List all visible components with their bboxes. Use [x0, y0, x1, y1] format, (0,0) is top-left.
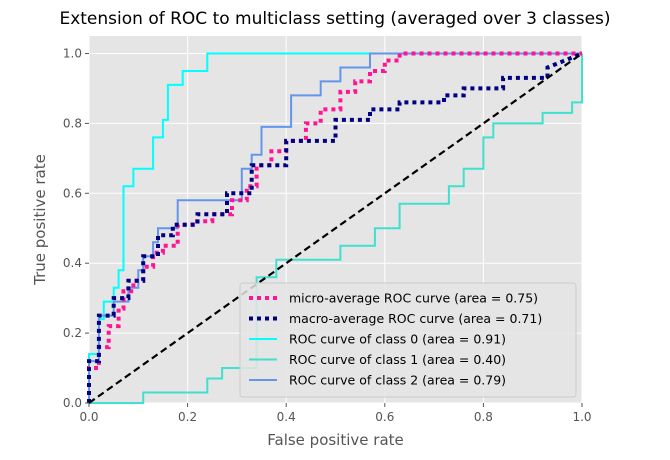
y-tick-label: 0.0	[63, 396, 82, 410]
chart-title: Extension of ROC to multiclass setting (…	[59, 9, 610, 29]
x-axis-label: False positive rate	[267, 431, 404, 449]
y-tick-label: 1.0	[63, 46, 82, 60]
legend: micro-average ROC curve (area = 0.75) mac…	[239, 282, 577, 398]
legend-entry: ROC curve of class 2 (area = 0.79)	[289, 373, 506, 388]
series-layer	[87, 51, 583, 404]
legend-entry: micro-average ROC curve (area = 0.75)	[289, 291, 538, 306]
legend-entry: macro-average ROC curve (area = 0.71)	[289, 311, 542, 326]
series-line-0	[87, 51, 582, 403]
x-tick-label: 0.0	[79, 410, 98, 424]
y-tick-label: 0.8	[63, 116, 82, 130]
x-tick-label: 0.4	[277, 410, 296, 424]
legend-entry: ROC curve of class 1 (area = 0.40)	[289, 352, 506, 367]
x-tick-label: 0.6	[375, 410, 394, 424]
x-tick-label: 0.8	[474, 410, 493, 424]
y-tick-label: 0.2	[63, 326, 82, 340]
x-tick-label: 1.0	[572, 410, 591, 424]
y-tick-label: 0.4	[63, 256, 82, 270]
series-line-1	[87, 51, 583, 403]
chance-diagonal-line	[88, 52, 583, 404]
legend-entry: ROC curve of class 0 (area = 0.91)	[289, 332, 506, 347]
tick-labels: 0.0 0.2 0.4 0.6 0.8 1.0 0.0 0.2 0.4 0.6 0.8 1.0	[63, 46, 592, 424]
y-tick-label: 0.6	[63, 186, 82, 200]
y-axis-label: True positive rate	[31, 154, 49, 286]
series-line-3	[89, 53, 583, 404]
x-tick-label: 0.2	[178, 410, 197, 424]
legend-box	[239, 282, 577, 398]
series-line-4	[88, 52, 582, 403]
